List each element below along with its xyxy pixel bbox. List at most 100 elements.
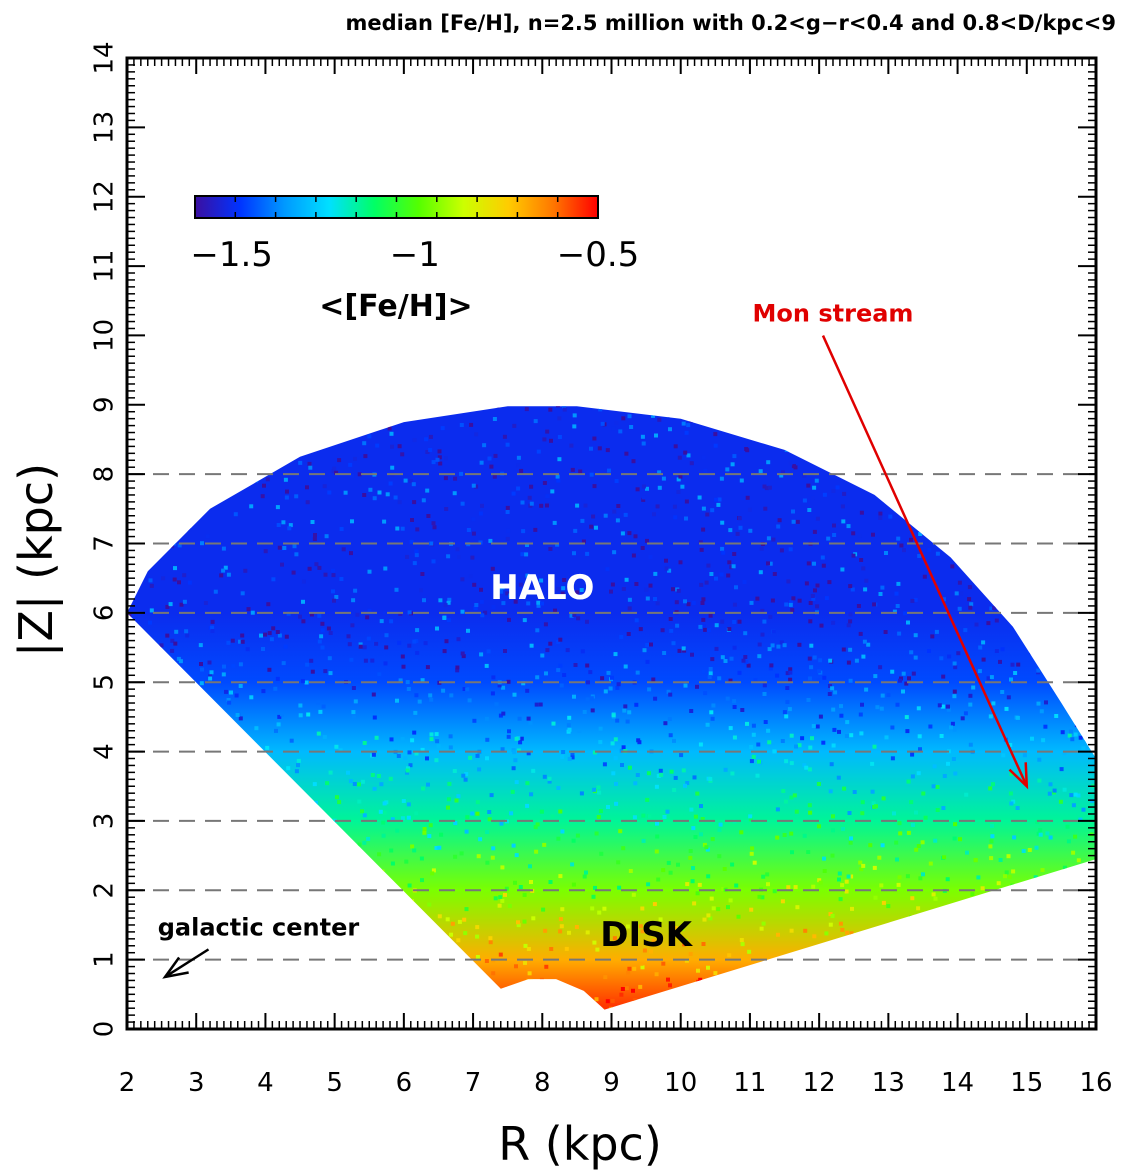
- speckle: [432, 1005, 437, 1010]
- speckle: [279, 874, 284, 879]
- speckle: [652, 1006, 657, 1010]
- speckle: [562, 407, 567, 412]
- speckle: [245, 987, 250, 992]
- speckle: [862, 639, 867, 644]
- speckle: [903, 611, 908, 616]
- speckle: [659, 772, 664, 777]
- speckle: [717, 977, 722, 982]
- speckle: [174, 480, 179, 485]
- speckle: [840, 567, 845, 572]
- speckle: [536, 603, 541, 608]
- speckle: [294, 494, 299, 499]
- speckle: [372, 715, 377, 720]
- speckle: [212, 409, 217, 414]
- speckle: [728, 726, 733, 731]
- speckle: [511, 491, 516, 496]
- speckle: [525, 573, 530, 578]
- speckle: [782, 710, 787, 715]
- speckle: [868, 843, 873, 848]
- speckle: [631, 553, 636, 558]
- speckle: [689, 709, 694, 713]
- speckle: [897, 821, 902, 826]
- speckle: [524, 407, 529, 412]
- speckle: [420, 747, 425, 752]
- speckle: [683, 450, 688, 455]
- speckle: [993, 450, 998, 454]
- speckle: [641, 813, 646, 818]
- speckle: [459, 423, 464, 427]
- speckle: [1028, 926, 1033, 930]
- speckle: [328, 631, 333, 635]
- speckle: [720, 655, 725, 660]
- speckle: [338, 433, 343, 438]
- speckle: [212, 908, 217, 913]
- speckle: [775, 673, 780, 678]
- speckle: [811, 596, 816, 601]
- speckle: [1067, 605, 1072, 610]
- speckle: [642, 948, 647, 953]
- speckle: [446, 805, 450, 810]
- speckle: [1084, 661, 1089, 665]
- speckle: [749, 851, 754, 856]
- speckle: [409, 997, 414, 1001]
- colorbar: −1.5 −1 −0.5 <[Fe/H]>: [190, 195, 639, 324]
- speckle: [726, 905, 730, 910]
- speckle: [160, 459, 165, 464]
- speckle: [667, 568, 672, 573]
- speckle: [1003, 991, 1008, 996]
- speckle: [251, 819, 256, 824]
- speckle: [356, 782, 361, 787]
- speckle: [1074, 960, 1079, 965]
- speckle: [645, 659, 650, 664]
- speckle: [741, 658, 746, 663]
- speckle: [806, 483, 811, 488]
- speckle: [634, 409, 638, 413]
- speckle: [676, 862, 680, 867]
- speckle: [572, 613, 577, 617]
- speckle: [154, 947, 158, 952]
- x-tick-label-14: 14: [941, 1068, 974, 1098]
- speckle: [255, 842, 260, 847]
- speckle: [602, 762, 607, 767]
- speckle: [911, 671, 916, 676]
- speckle: [946, 704, 950, 709]
- speckle: [646, 882, 651, 887]
- speckle: [678, 560, 683, 565]
- speckle: [831, 743, 836, 748]
- speckle: [704, 406, 709, 409]
- speckle: [666, 860, 671, 865]
- speckle: [491, 605, 496, 609]
- speckle: [377, 672, 382, 677]
- speckle: [870, 761, 875, 766]
- speckle: [750, 846, 755, 851]
- speckle: [409, 539, 414, 544]
- speckle: [588, 670, 593, 675]
- speckle: [922, 574, 927, 579]
- speckle: [518, 982, 523, 987]
- speckle: [389, 737, 394, 742]
- speckle: [503, 649, 507, 653]
- speckle: [298, 948, 303, 953]
- speckle: [846, 623, 851, 628]
- speckle: [567, 930, 571, 935]
- speckle: [203, 500, 208, 505]
- speckle: [217, 845, 222, 850]
- speckle: [639, 1018, 643, 1022]
- speckle: [869, 980, 874, 985]
- speckle: [555, 406, 560, 408]
- speckle: [362, 840, 367, 845]
- speckle: [767, 647, 772, 652]
- speckle: [734, 883, 739, 888]
- speckle: [429, 737, 434, 742]
- speckle: [689, 807, 694, 812]
- speckle: [844, 408, 849, 413]
- speckle: [943, 525, 948, 529]
- speckle: [952, 836, 957, 841]
- speckle: [141, 954, 146, 958]
- speckle: [277, 995, 281, 1000]
- speckle: [732, 620, 737, 624]
- speckle: [148, 444, 153, 448]
- speckle: [210, 619, 215, 624]
- speckle: [616, 504, 621, 508]
- speckle: [324, 434, 329, 439]
